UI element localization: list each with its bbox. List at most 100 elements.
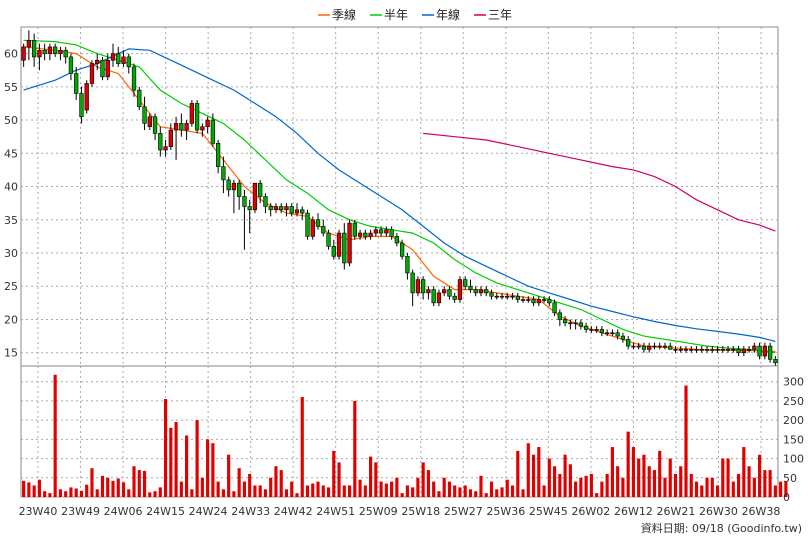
x-tick-label: 25W36: [486, 505, 525, 518]
candle-body: [531, 299, 536, 304]
candle-body: [79, 93, 84, 118]
volume-bar: [111, 480, 115, 497]
candle-body: [74, 73, 79, 94]
candle-body: [394, 236, 400, 244]
candle-body: [431, 289, 436, 304]
volume-bar: [652, 470, 657, 497]
x-tick-label: 25W18: [401, 505, 440, 518]
candle-body: [215, 143, 221, 167]
candle-body: [384, 229, 389, 234]
candle-body: [189, 103, 194, 124]
volume-bar: [22, 480, 26, 497]
candle-body: [357, 232, 363, 237]
candle-body: [300, 209, 305, 214]
volume-bar: [137, 470, 141, 497]
candle-body: [662, 345, 668, 348]
volume-bar: [158, 487, 162, 497]
x-tick-label: 25W27: [444, 505, 483, 518]
candle-body: [652, 345, 657, 348]
x-tick-label: 23W40: [19, 505, 58, 518]
x-tick-label: 24W15: [146, 505, 185, 518]
volume-bar: [395, 477, 399, 497]
volume-bar: [269, 477, 273, 497]
candle-body: [284, 206, 289, 211]
candle-body: [515, 295, 520, 300]
candle-body: [142, 106, 147, 124]
ma-line: [23, 48, 776, 342]
candle-body: [626, 339, 631, 347]
volume-bar: [616, 466, 620, 497]
candle-body: [368, 232, 373, 237]
volume-bar: [206, 439, 210, 497]
volume-bar: [521, 489, 525, 497]
volume-bar: [568, 464, 572, 497]
candle-body: [84, 83, 89, 111]
volume-bar: [363, 485, 367, 497]
candle-body: [605, 332, 610, 335]
volume-bar: [321, 485, 325, 497]
candle-body: [310, 219, 315, 237]
volume-bar: [505, 479, 509, 497]
volume-bar: [237, 468, 241, 497]
volume-bar: [332, 450, 336, 497]
volume-bar: [610, 447, 614, 497]
volume-bar: [390, 481, 394, 497]
volume-bar: [379, 481, 383, 497]
volume-bar: [647, 466, 651, 497]
volume-bar: [705, 477, 709, 497]
x-tick-label: 26W38: [742, 505, 781, 518]
volume-bar: [447, 481, 452, 497]
candle-body: [68, 56, 74, 74]
candle-body: [268, 206, 273, 211]
legend-label: 季線: [332, 7, 356, 22]
price-tick-label: 50: [4, 114, 18, 127]
candle-body: [478, 289, 484, 294]
candle-body: [710, 349, 715, 351]
volume-bar: [326, 487, 331, 497]
candle-body: [489, 292, 494, 297]
candle-body: [599, 329, 605, 334]
volume-bar: [779, 481, 783, 497]
volume-bar: [563, 454, 567, 497]
candle-body: [210, 119, 216, 144]
volume-bar: [132, 466, 136, 497]
candle-body: [773, 359, 778, 363]
volume-bar: [185, 435, 189, 497]
candle-body: [347, 222, 352, 264]
x-tick-label: 24W51: [316, 505, 355, 518]
volume-bar: [337, 462, 341, 497]
volume-bar: [416, 477, 420, 497]
candle-body: [63, 49, 68, 58]
volume-bar: [679, 466, 683, 497]
candle-body: [147, 116, 152, 128]
volume-bar: [542, 485, 546, 497]
price-plot-frame: [20, 26, 779, 367]
candle-body: [126, 56, 131, 68]
volume-bar: [153, 491, 157, 497]
candle-body: [389, 229, 394, 237]
candle-body: [168, 129, 173, 147]
candle-body: [615, 332, 620, 337]
candle-body: [668, 345, 673, 350]
volume-plot-frame: [20, 365, 779, 498]
volume-bar: [148, 492, 152, 497]
legend-label: 年線: [436, 7, 460, 22]
ma-line: [423, 132, 776, 232]
volume-bar: [558, 473, 562, 497]
volume-axis: 0 50 100 150 200 250 300: [783, 376, 804, 504]
volume-bar: [526, 443, 530, 497]
volume-bar: [290, 481, 294, 497]
candle-body: [179, 123, 184, 131]
volume-bar: [95, 489, 99, 497]
volume-bar: [715, 485, 720, 497]
volume-bar: [411, 487, 415, 497]
volume-bar: [537, 447, 541, 497]
candle-body: [594, 329, 599, 331]
candle-body: [526, 299, 531, 301]
volume-bar: [227, 454, 231, 497]
price-tick-label: 20: [4, 313, 18, 326]
candle-body: [468, 285, 473, 290]
candle-body: [305, 212, 310, 237]
volume-bar: [58, 489, 63, 497]
volume-bar: [773, 485, 777, 497]
